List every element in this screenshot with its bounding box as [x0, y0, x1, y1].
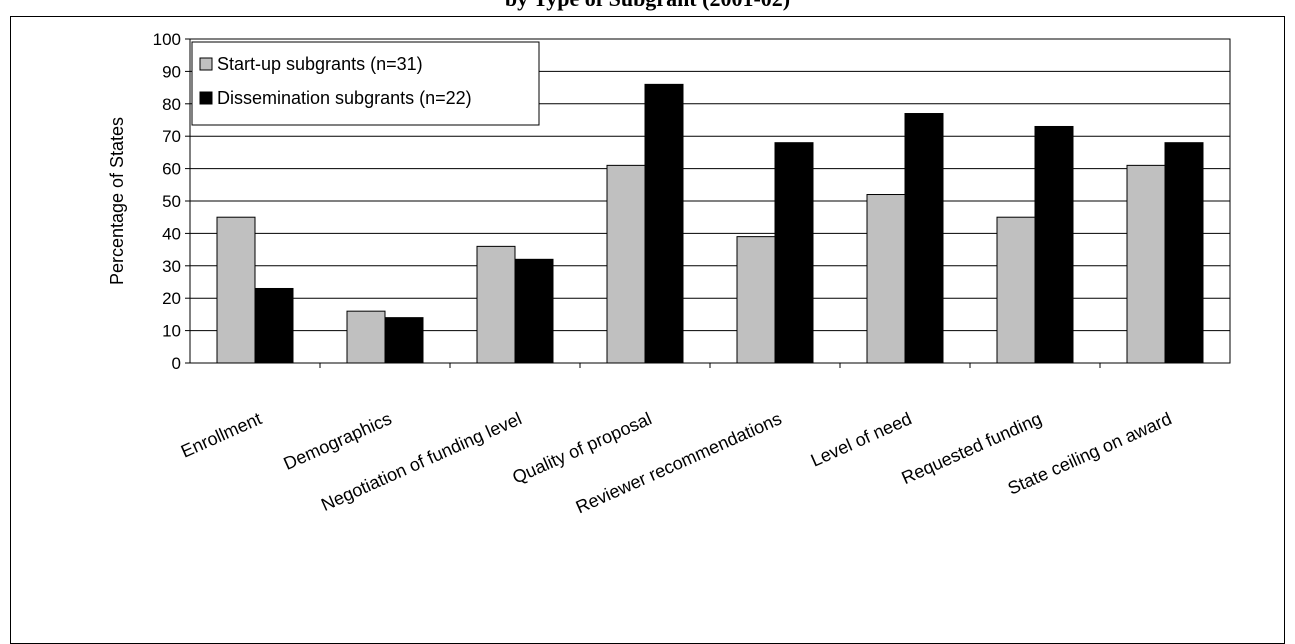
- bar-startup: [476, 245, 516, 364]
- y-tick-label: 70: [162, 127, 181, 146]
- legend-box: [191, 41, 540, 126]
- y-tick-label: 20: [162, 289, 181, 308]
- y-axis-label: Percentage of States: [107, 117, 127, 285]
- bar-startup: [216, 216, 256, 364]
- bar-startup: [346, 310, 386, 364]
- bar-dissemination: [1164, 142, 1204, 364]
- x-tick-label: Demographics: [280, 408, 394, 473]
- legend: Start-up subgrants (n=31) Dissemination s…: [191, 41, 540, 126]
- axes: [185, 38, 1231, 368]
- y-tick-label: 100: [153, 30, 181, 49]
- y-tick-label: 90: [162, 62, 181, 81]
- y-tick-label: 80: [162, 95, 181, 114]
- y-tick-label: 30: [162, 257, 181, 276]
- y-tick-label: 0: [172, 354, 181, 373]
- x-tick-label: Level of need: [808, 408, 915, 470]
- legend-swatch: [199, 91, 213, 105]
- bar-dissemination: [384, 317, 424, 364]
- y-tick-label: 50: [162, 192, 181, 211]
- x-tick-label: Reviewer recommendations: [573, 408, 785, 517]
- bar-dissemination: [514, 258, 554, 364]
- legend-label: Start-up subgrants (n=31): [217, 54, 423, 74]
- bar-startup: [996, 216, 1036, 364]
- y-tick-label: 10: [162, 322, 181, 341]
- y-tick-label: 60: [162, 160, 181, 179]
- bar-startup: [1126, 164, 1166, 364]
- bar-startup: [736, 236, 776, 364]
- bars: [216, 83, 1204, 364]
- bar-dissemination: [774, 142, 814, 364]
- chart-title: by Type of Subgrant (2001-02): [0, 0, 1295, 12]
- y-tick-label: 40: [162, 224, 181, 243]
- bar-startup: [606, 164, 646, 364]
- bar-startup: [866, 194, 906, 364]
- bar-dissemination: [254, 287, 294, 364]
- bar-dissemination: [644, 83, 684, 364]
- legend-swatch: [199, 57, 213, 71]
- x-tick-label: Enrollment: [178, 408, 265, 461]
- bar-dissemination: [1034, 125, 1074, 364]
- legend-label: Dissemination subgrants (n=22): [217, 88, 472, 108]
- bar-dissemination: [904, 113, 944, 364]
